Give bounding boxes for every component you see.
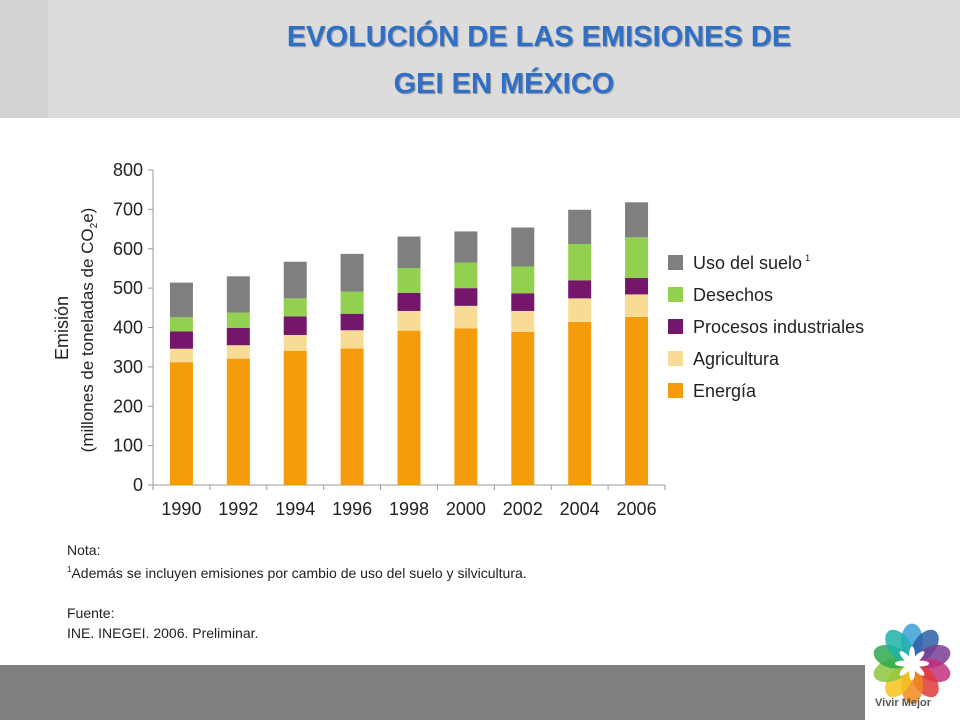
page-title-line-2: GEI EN MÉXICO xyxy=(393,68,615,100)
x-tick-label: 2004 xyxy=(560,499,600,519)
bar-uso-del-suelo-1990 xyxy=(169,282,193,318)
title-band xyxy=(48,0,960,118)
bar-energía-1992 xyxy=(226,358,250,485)
bar-procesos-industriales-1994 xyxy=(283,316,307,335)
bar-energía-1990 xyxy=(169,362,193,485)
legend-label-agricultura: Agricultura xyxy=(693,349,780,369)
y-tick-label: 200 xyxy=(113,396,143,416)
bar-agricultura-1996 xyxy=(340,330,364,349)
bar-uso-del-suelo-1992 xyxy=(226,276,250,313)
bar-energía-2000 xyxy=(454,328,478,485)
x-tick-label: 1994 xyxy=(275,499,315,519)
x-tick-label: 1990 xyxy=(161,499,201,519)
logo-text: Vivir Mejor xyxy=(875,697,932,709)
bar-procesos-industriales-2002 xyxy=(511,293,535,311)
legend-swatch-desechos xyxy=(668,287,683,302)
bar-procesos-industriales-2006 xyxy=(625,277,649,295)
bar-agricultura-1990 xyxy=(169,348,193,363)
legend-label-procesos-industriales: Procesos industriales xyxy=(693,317,864,337)
bar-agricultura-2000 xyxy=(454,305,478,329)
bar-desechos-2000 xyxy=(454,262,478,289)
bar-agricultura-1992 xyxy=(226,345,250,359)
bar-desechos-1992 xyxy=(226,312,250,328)
y-axis-title-line-1: Emisión xyxy=(52,296,72,360)
legend-swatch-uso-del-suelo xyxy=(668,255,683,270)
bar-agricultura-2002 xyxy=(511,310,535,332)
bar-uso-del-suelo-1998 xyxy=(397,236,421,269)
nota-superscript: 1 xyxy=(67,565,72,574)
y-tick-label: 300 xyxy=(113,357,143,377)
logo-star-ray xyxy=(899,651,914,665)
bar-agricultura-2004 xyxy=(568,298,592,322)
bar-procesos-industriales-1996 xyxy=(340,313,364,331)
x-tick-label: 1998 xyxy=(389,499,429,519)
bar-uso-del-suelo-2004 xyxy=(568,209,592,245)
bar-desechos-2002 xyxy=(511,266,535,294)
bar-desechos-1994 xyxy=(283,298,307,317)
bar-desechos-1990 xyxy=(169,317,193,332)
legend-swatch-procesos-industriales xyxy=(668,319,683,334)
fuente-text: INE. INEGEI. 2006. Preliminar. xyxy=(67,625,259,641)
bar-agricultura-2006 xyxy=(625,294,649,317)
y-tick-label: 0 xyxy=(133,475,143,495)
footer-bar xyxy=(0,665,865,720)
fuente-label: Fuente: xyxy=(67,605,115,621)
bar-procesos-industriales-1998 xyxy=(397,292,421,311)
bar-uso-del-suelo-2000 xyxy=(454,231,478,263)
y-tick-label: 100 xyxy=(113,436,143,456)
bar-procesos-industriales-2000 xyxy=(454,288,478,306)
x-tick-label: 2002 xyxy=(503,499,543,519)
y-tick-label: 800 xyxy=(113,160,143,180)
chart-notes: Nota: 1Además se incluyen emisiones por … xyxy=(67,540,527,643)
bar-uso-del-suelo-1994 xyxy=(283,261,307,299)
x-tick-label: 2006 xyxy=(617,499,657,519)
x-tick-label: 1996 xyxy=(332,499,372,519)
legend-label-uso-del-suelo: Uso del suelo 1 xyxy=(693,253,810,273)
bar-desechos-2004 xyxy=(568,244,592,281)
nota-text: Además se incluyen emisiones por cambio … xyxy=(71,565,527,581)
bar-agricultura-1994 xyxy=(283,334,307,351)
stacked-bar-chart: 0 100 200 300 400 500 600 700 800 1990 1992 1994 199… xyxy=(52,160,864,519)
y-axis-title-line-2: (millones de toneladas de CO2e) xyxy=(78,208,100,453)
bar-agricultura-1998 xyxy=(397,310,421,331)
bar-desechos-1996 xyxy=(340,291,364,314)
legend-label-desechos: Desechos xyxy=(693,285,773,305)
page-title-line-1: EVOLUCIÓN DE LAS EMISIONES DE xyxy=(286,21,792,53)
y-tick-label: 700 xyxy=(113,199,143,219)
y-axis-title: Emisión (millones de toneladas de CO2e) xyxy=(52,208,100,453)
bar-desechos-2006 xyxy=(625,237,649,278)
bar-energía-2002 xyxy=(511,331,535,485)
bar-procesos-industriales-1990 xyxy=(169,331,193,349)
title-band-left-edge xyxy=(0,0,48,118)
nota-label: Nota: xyxy=(67,542,101,558)
legend-label-energía: Energía xyxy=(693,381,757,401)
bar-energía-1994 xyxy=(283,350,307,485)
x-tick-label: 1992 xyxy=(218,499,258,519)
y-tick-label: 600 xyxy=(113,239,143,259)
nota-line: 1Además se incluyen emisiones por cambio… xyxy=(67,560,527,583)
vivir-mejor-logo-icon xyxy=(873,623,951,704)
bar-energía-2006 xyxy=(625,316,649,485)
page-title: EVOLUCIÓN DE LAS EMISIONES DE GEI EN MÉX… xyxy=(48,14,960,108)
bar-procesos-industriales-2004 xyxy=(568,280,592,299)
bar-uso-del-suelo-2002 xyxy=(511,227,535,267)
legend-swatch-energía xyxy=(668,383,683,398)
y-tick-label: 400 xyxy=(113,318,143,338)
bar-uso-del-suelo-1996 xyxy=(340,253,364,292)
x-tick-label: 2000 xyxy=(446,499,486,519)
legend-swatch-agricultura xyxy=(668,351,683,366)
bar-energía-1998 xyxy=(397,330,421,485)
bar-procesos-industriales-1992 xyxy=(226,327,250,346)
bar-energía-2004 xyxy=(568,321,592,485)
bar-energía-1996 xyxy=(340,348,364,485)
bar-uso-del-suelo-2006 xyxy=(625,202,649,238)
y-tick-label: 500 xyxy=(113,278,143,298)
bar-desechos-1998 xyxy=(397,268,421,293)
